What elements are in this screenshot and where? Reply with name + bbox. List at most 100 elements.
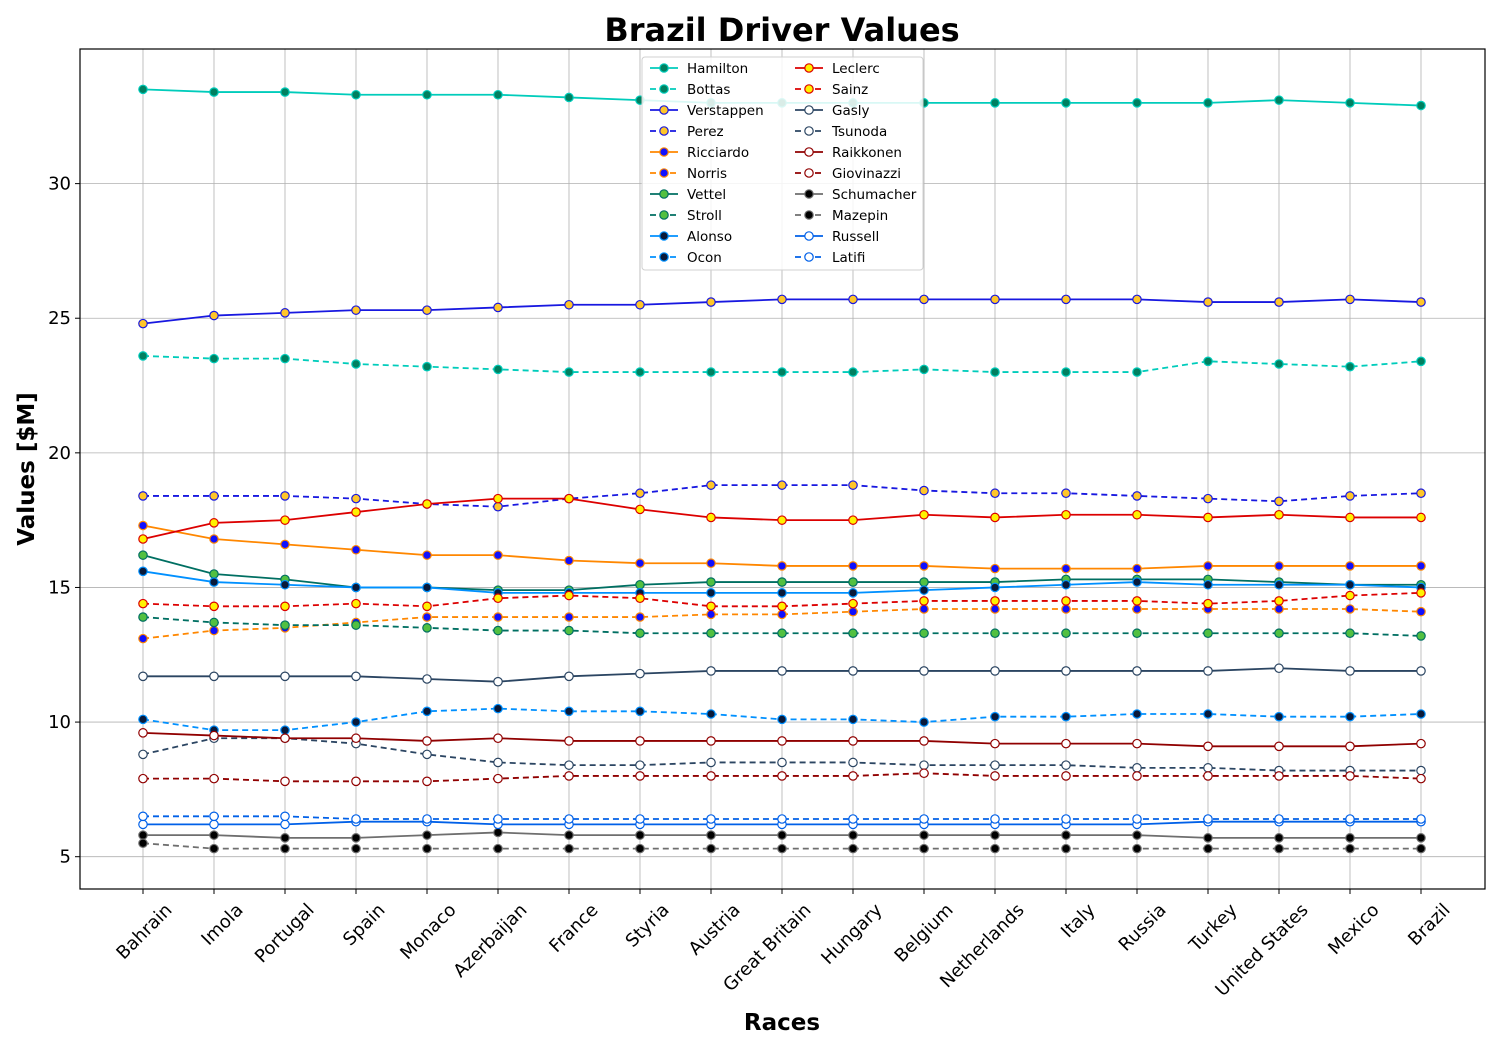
data-point	[990, 711, 1000, 722]
data-point	[564, 493, 574, 504]
legend-label: Leclerc	[832, 61, 880, 77]
data-point	[422, 814, 432, 824]
legend-item: Gasly	[795, 103, 870, 119]
data-point	[635, 668, 645, 679]
data-point	[209, 819, 219, 830]
data-point	[493, 550, 503, 560]
data-point	[1416, 297, 1426, 307]
data-point	[1345, 628, 1355, 639]
data-point	[706, 297, 716, 307]
data-point	[209, 843, 219, 854]
legend-marker	[659, 105, 669, 115]
series-ricciardo	[138, 520, 1426, 574]
data-point	[1061, 760, 1071, 770]
data-point	[1274, 628, 1284, 639]
data-point	[493, 501, 503, 512]
data-point	[1061, 367, 1071, 377]
data-point	[1132, 563, 1142, 574]
legend-item: Ricciardo	[650, 145, 749, 161]
data-point	[1274, 95, 1284, 105]
data-point	[138, 351, 148, 361]
legend: Hamilton Bottas Verstappen Perez Ricciardo No…	[641, 56, 924, 271]
y-tick-label: 25	[48, 308, 71, 329]
data-point	[1132, 814, 1142, 824]
legend-marker	[659, 147, 669, 157]
data-point	[1416, 488, 1426, 499]
legend-marker	[804, 105, 814, 115]
legend-item: Ocon	[650, 250, 722, 266]
data-point	[635, 628, 645, 639]
data-point	[280, 843, 290, 854]
x-tick-label: Austria	[685, 900, 745, 960]
y-tick-label: 10	[48, 712, 71, 733]
data-point	[138, 520, 148, 531]
data-point	[209, 601, 219, 612]
data-point	[990, 771, 1000, 781]
data-point	[1274, 604, 1284, 614]
data-point	[1274, 833, 1284, 843]
legend-label: Mazepin	[832, 208, 888, 224]
data-point	[209, 569, 219, 579]
legend-marker	[804, 210, 814, 220]
legend-marker	[659, 189, 669, 199]
data-point	[777, 294, 787, 305]
data-point	[1132, 294, 1142, 305]
legend-marker	[659, 210, 669, 220]
data-point	[1345, 666, 1355, 676]
data-point	[848, 628, 858, 639]
data-point	[1132, 98, 1142, 108]
data-point	[493, 593, 503, 604]
data-point	[138, 811, 148, 822]
data-point	[422, 582, 432, 593]
data-point	[706, 601, 716, 612]
legend-marker	[804, 84, 814, 94]
data-point	[1416, 833, 1426, 843]
data-point	[848, 606, 858, 617]
data-point	[280, 733, 290, 744]
data-point	[848, 561, 858, 571]
data-point	[1203, 666, 1213, 676]
data-point	[1345, 843, 1355, 854]
data-point	[280, 811, 290, 822]
legend-marker	[659, 63, 669, 73]
legend-item: Verstappen	[650, 103, 764, 119]
data-point	[1203, 598, 1213, 609]
legend-label: Hamilton	[687, 61, 748, 77]
legend-item: Norris	[650, 166, 727, 182]
data-point	[777, 561, 787, 571]
y-tick-label: 30	[48, 174, 71, 195]
data-point	[848, 771, 858, 781]
data-point	[351, 598, 361, 609]
data-point	[919, 736, 929, 746]
data-point	[919, 596, 929, 606]
data-point	[1345, 361, 1355, 372]
data-point	[280, 833, 290, 843]
data-point	[1203, 833, 1213, 843]
data-point	[1132, 738, 1142, 749]
series-perez	[138, 480, 1426, 512]
data-point	[351, 507, 361, 517]
data-point	[1203, 561, 1213, 571]
data-point	[280, 515, 290, 525]
data-point	[919, 509, 929, 520]
data-point	[280, 353, 290, 364]
data-point	[1061, 563, 1071, 574]
data-point	[848, 480, 858, 490]
data-point	[1416, 588, 1426, 598]
legend-label: Raikkonen	[832, 145, 902, 161]
data-point	[990, 604, 1000, 614]
data-point	[919, 768, 929, 779]
data-point	[1061, 738, 1071, 749]
data-point	[1061, 579, 1071, 590]
legend-marker	[659, 252, 669, 262]
data-point	[635, 830, 645, 840]
data-point	[1345, 711, 1355, 722]
data-point	[635, 299, 645, 310]
legend-item: Vettel	[650, 187, 726, 203]
data-point	[635, 558, 645, 569]
data-point	[1061, 509, 1071, 520]
data-point	[848, 843, 858, 854]
data-point	[706, 814, 716, 824]
data-point	[706, 757, 716, 768]
data-point	[209, 310, 219, 321]
